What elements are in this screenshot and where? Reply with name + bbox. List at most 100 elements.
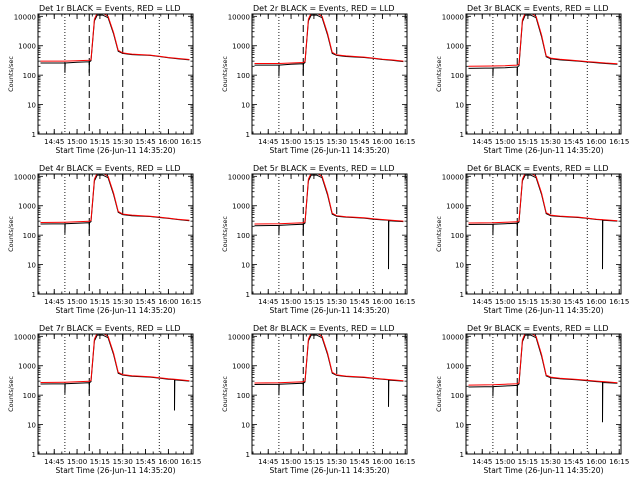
events-series-line bbox=[468, 334, 618, 423]
x-tick-label: 16:15 bbox=[395, 458, 415, 466]
x-axis-label: Start Time (26-Jun-11 14:35:20) bbox=[270, 146, 390, 155]
x-tick-label: 15:30 bbox=[113, 138, 133, 146]
lld-series-line bbox=[468, 174, 618, 224]
x-tick-label: 15:15 bbox=[90, 458, 110, 466]
events-series-line bbox=[468, 174, 618, 270]
chart-panel: Det 9r BLACK = Events, RED = LLD 1 10 100 10… bbox=[435, 324, 629, 475]
events-series-line bbox=[468, 14, 618, 77]
x-tick-label: 15:00 bbox=[281, 138, 301, 146]
y-tick-label: 10000 bbox=[228, 333, 250, 341]
y-tick-label: 1 bbox=[246, 451, 250, 459]
lld-series-line bbox=[40, 14, 190, 62]
x-tick-label: 15:15 bbox=[518, 458, 538, 466]
events-series-line bbox=[40, 174, 190, 234]
x-tick-label: 16:15 bbox=[181, 138, 201, 146]
y-tick-label: 100 bbox=[23, 392, 36, 400]
x-tick-label: 16:00 bbox=[372, 138, 392, 146]
events-series-line bbox=[40, 334, 190, 411]
series-group bbox=[468, 14, 618, 77]
series-group bbox=[254, 334, 404, 407]
y-tick-label: 1 bbox=[32, 291, 36, 299]
y-tick-label: 1000 bbox=[232, 43, 250, 51]
x-tick-label: 16:00 bbox=[158, 138, 178, 146]
x-tick-label: 15:00 bbox=[495, 298, 515, 306]
chart-title: Det 4r BLACK = Events, RED = LLD bbox=[39, 164, 181, 173]
x-tick-label: 15:15 bbox=[304, 298, 324, 306]
series-group bbox=[40, 14, 190, 73]
x-tick-label: 16:00 bbox=[158, 458, 178, 466]
chart-title: Det 8r BLACK = Events, RED = LLD bbox=[253, 324, 395, 333]
y-axis-label: Counts/sec bbox=[7, 56, 15, 92]
x-tick-label: 16:15 bbox=[609, 458, 629, 466]
y-tick-label: 10000 bbox=[14, 173, 36, 181]
x-tick-label: 16:15 bbox=[181, 458, 201, 466]
y-tick-label: 1 bbox=[460, 291, 464, 299]
chart-panel: Det 1r BLACK = Events, RED = LLD 1 10 100 10… bbox=[7, 4, 201, 155]
y-tick-label: 1000 bbox=[18, 203, 36, 211]
x-tick-label: 15:15 bbox=[518, 138, 538, 146]
x-axis-label: Start Time (26-Jun-11 14:35:20) bbox=[56, 466, 176, 475]
y-tick-label: 100 bbox=[451, 392, 464, 400]
x-tick-label: 15:45 bbox=[135, 298, 155, 306]
y-tick-label: 1000 bbox=[232, 203, 250, 211]
series-group bbox=[468, 334, 618, 423]
x-tick-label: 15:00 bbox=[495, 138, 515, 146]
x-tick-label: 15:45 bbox=[563, 138, 583, 146]
chart-title: Det 2r BLACK = Events, RED = LLD bbox=[253, 4, 395, 13]
chart-panel: Det 3r BLACK = Events, RED = LLD 1 10 100 10… bbox=[435, 4, 629, 155]
x-tick-label: 16:00 bbox=[586, 458, 606, 466]
x-axis-label: Start Time (26-Jun-11 14:35:20) bbox=[484, 466, 604, 475]
x-tick-label: 15:30 bbox=[113, 298, 133, 306]
y-tick-label: 10000 bbox=[14, 13, 36, 21]
y-tick-label: 1000 bbox=[232, 363, 250, 371]
x-tick-label: 16:15 bbox=[395, 138, 415, 146]
x-tick-label: 15:00 bbox=[67, 458, 87, 466]
x-axis-label: Start Time (26-Jun-11 14:35:20) bbox=[484, 146, 604, 155]
x-tick-label: 15:00 bbox=[67, 138, 87, 146]
x-tick-label: 15:45 bbox=[349, 458, 369, 466]
x-tick-label: 14:45 bbox=[44, 298, 64, 306]
plot-frame bbox=[251, 333, 408, 455]
x-tick-label: 14:45 bbox=[258, 458, 278, 466]
y-tick-label: 100 bbox=[451, 72, 464, 80]
x-tick-label: 16:00 bbox=[586, 138, 606, 146]
x-tick-label: 14:45 bbox=[44, 138, 64, 146]
x-tick-label: 16:00 bbox=[372, 458, 392, 466]
y-tick-label: 1 bbox=[32, 451, 36, 459]
chart-title: Det 6r BLACK = Events, RED = LLD bbox=[467, 164, 609, 173]
lld-series-line bbox=[40, 174, 190, 223]
plot-frame bbox=[251, 13, 408, 135]
x-tick-label: 15:30 bbox=[327, 458, 347, 466]
lld-series-line bbox=[254, 174, 404, 225]
x-tick-label: 16:00 bbox=[372, 298, 392, 306]
plot-frame bbox=[37, 333, 194, 455]
chart-panel: Det 4r BLACK = Events, RED = LLD 1 10 100 10… bbox=[7, 164, 201, 315]
y-tick-label: 100 bbox=[237, 232, 250, 240]
lld-series-line bbox=[468, 334, 618, 386]
events-series-line bbox=[254, 174, 404, 270]
y-tick-label: 1000 bbox=[18, 43, 36, 51]
x-tick-label: 16:15 bbox=[395, 298, 415, 306]
y-tick-label: 1000 bbox=[446, 363, 464, 371]
x-tick-label: 15:45 bbox=[349, 298, 369, 306]
x-tick-label: 16:15 bbox=[181, 298, 201, 306]
y-axis-label: Counts/sec bbox=[435, 216, 443, 252]
y-tick-label: 100 bbox=[23, 72, 36, 80]
y-tick-label: 1 bbox=[460, 451, 464, 459]
y-tick-label: 100 bbox=[23, 232, 36, 240]
x-tick-label: 15:30 bbox=[327, 298, 347, 306]
x-axis-label: Start Time (26-Jun-11 14:35:20) bbox=[56, 146, 176, 155]
y-tick-label: 10000 bbox=[14, 333, 36, 341]
y-tick-label: 10 bbox=[241, 262, 250, 270]
series-group bbox=[254, 174, 404, 270]
x-tick-label: 15:45 bbox=[135, 138, 155, 146]
y-tick-label: 10 bbox=[27, 262, 36, 270]
plot-frame bbox=[37, 173, 194, 295]
x-tick-label: 16:15 bbox=[609, 138, 629, 146]
y-tick-label: 10000 bbox=[442, 333, 464, 341]
x-tick-label: 15:15 bbox=[304, 458, 324, 466]
y-tick-label: 100 bbox=[237, 392, 250, 400]
y-axis-label: Counts/sec bbox=[7, 376, 15, 412]
x-tick-label: 15:45 bbox=[135, 458, 155, 466]
